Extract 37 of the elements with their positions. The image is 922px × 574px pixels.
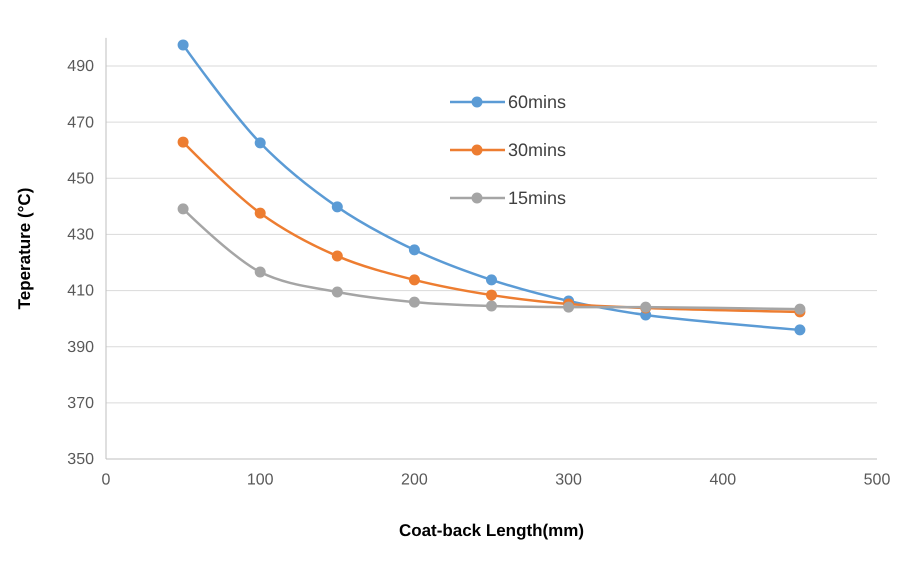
point [178, 203, 189, 214]
legend-label: 30mins [508, 140, 566, 160]
point [408, 244, 420, 256]
point [332, 250, 343, 262]
x-tick-label: 100 [246, 471, 274, 488]
y-tick-label: 350 [67, 451, 94, 468]
point [794, 304, 806, 315]
x-tick-label: 500 [864, 471, 890, 488]
point [254, 266, 266, 278]
point [563, 302, 574, 313]
point [178, 39, 189, 50]
point [486, 274, 497, 286]
point [178, 136, 189, 148]
point [486, 290, 497, 301]
point [332, 286, 343, 298]
y-tick-label: 470 [67, 114, 94, 132]
y-tick-label: 430 [67, 226, 94, 244]
point [254, 208, 266, 219]
y-tick-label: 450 [67, 170, 94, 188]
point [408, 296, 420, 308]
point [332, 201, 343, 212]
point [486, 300, 497, 312]
legend-label: 60mins [508, 92, 566, 112]
x-tick-label: 400 [709, 471, 736, 488]
x-tick-label: 0 [102, 471, 111, 488]
point [408, 274, 420, 286]
point [254, 137, 266, 148]
y-axis-title: Teperature (°C) [15, 188, 34, 310]
y-tick-label: 390 [67, 338, 94, 356]
x-tick-label: 200 [401, 471, 428, 488]
y-tick-label: 370 [67, 394, 94, 412]
y-tick-label: 410 [67, 282, 94, 300]
point [794, 324, 806, 336]
x-tick-label: 300 [555, 471, 582, 488]
x-axis-title: Coat-back Length(mm) [398, 521, 584, 540]
legend-label: 15mins [508, 188, 566, 208]
y-tick-label: 490 [67, 58, 94, 76]
